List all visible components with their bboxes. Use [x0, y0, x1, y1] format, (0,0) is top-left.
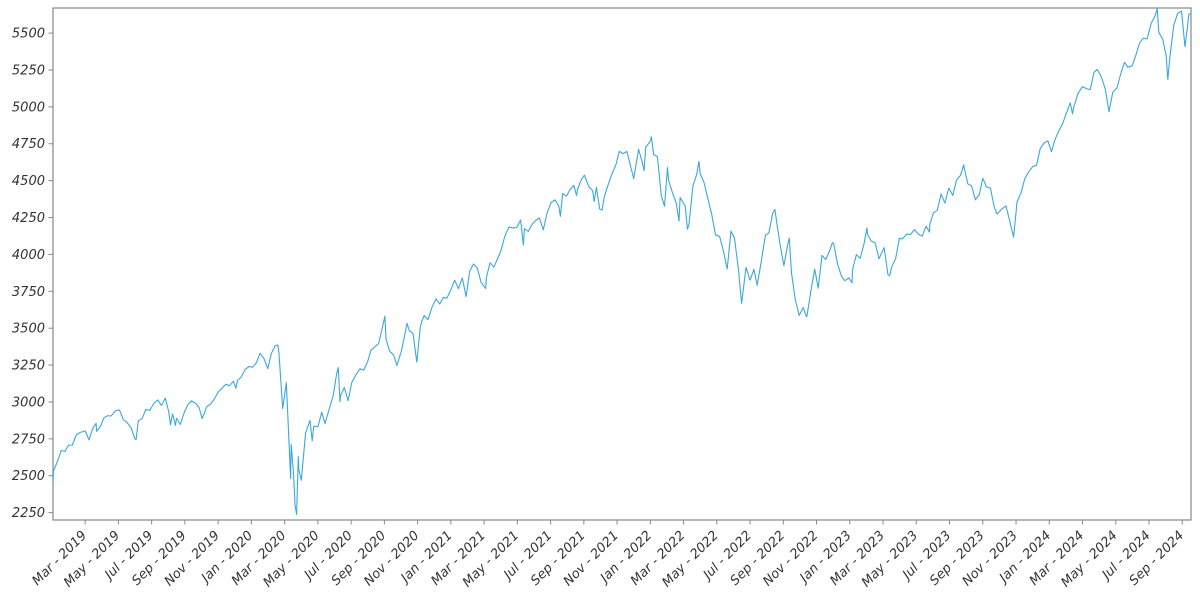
y-axis-tick-label: 5500 — [12, 27, 45, 42]
price-line — [52, 7, 1192, 516]
y-axis-tick-label: 3000 — [12, 395, 45, 410]
y-axis-tick-label: 4000 — [12, 248, 45, 263]
y-axis-tick-label: 5250 — [12, 63, 45, 78]
y-axis-tick-label: 3750 — [12, 285, 45, 300]
y-axis-tick-label: 4750 — [12, 137, 45, 152]
y-axis-tick-label: 3250 — [12, 359, 45, 374]
y-axis-tick-label: 2250 — [12, 506, 45, 521]
y-axis-tick-label: 4500 — [12, 174, 45, 189]
y-axis-tick-label: 2750 — [12, 432, 45, 447]
y-axis-tick-label: 4250 — [12, 211, 45, 226]
y-axis-tick-label: 2500 — [12, 469, 45, 484]
y-axis-tick-label: 5000 — [12, 100, 45, 115]
plot-border — [52, 7, 1192, 521]
y-axis-tick-label: 3500 — [12, 322, 45, 337]
